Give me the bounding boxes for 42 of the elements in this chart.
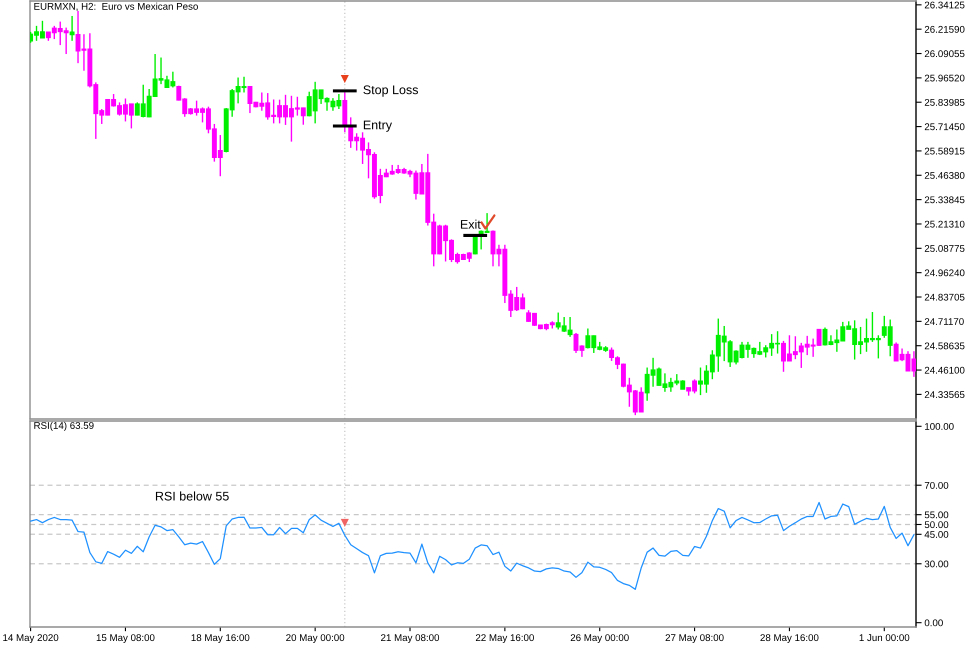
y-tick-label: 26.21590	[924, 26, 965, 33]
y-tick-label: 26.34125	[924, 2, 964, 8]
y-tick-label: 100.00	[925, 423, 954, 430]
y-tick-label: 25.96520	[924, 74, 965, 82]
y-tick-label: 25.08775	[924, 245, 964, 252]
y-tick-label: 25.71450	[924, 123, 965, 130]
line-series	[30, 502, 915, 590]
y-tick-label: 25.46380	[924, 172, 965, 179]
y-tick-label: 24.71170	[924, 318, 964, 325]
annotation: Entry	[364, 120, 392, 132]
y-tick-label: 0.00	[924, 619, 943, 626]
y-tick-label: 45.00	[924, 531, 948, 538]
y-tick-label: 24.83705	[924, 294, 964, 301]
y-tick-label: 70.00	[924, 482, 948, 489]
x-tick-label: 14 May 2020	[3, 634, 58, 644]
x-tick-label: 1 Jun 00:00	[860, 634, 910, 642]
y-tick-label: 25.21310	[924, 220, 965, 228]
x-tick-label: 21 May 08:00	[381, 634, 440, 644]
y-tick-label: 26.09055	[924, 50, 964, 58]
x-tick-label: 20 May 00:00	[286, 634, 344, 644]
y-tick-label: 50.00	[924, 521, 948, 528]
chart-title: EURMXN, H2: Euro vs Mexican Peso	[34, 2, 198, 11]
y-tick-label: 24.58635	[924, 342, 964, 350]
y-tick-label: 30.00	[924, 560, 948, 568]
x-tick-label: 22 May 16:00	[476, 634, 534, 644]
y-tick-label: 24.33565	[924, 391, 964, 398]
x-tick-label: 26 May 00:00	[570, 634, 629, 644]
chart-title: RSI(14) 63.59	[34, 422, 94, 431]
y-tick-label: 25.83985	[924, 98, 964, 106]
annotation: Exit	[460, 220, 481, 229]
x-tick-label: 28 May 16:00	[760, 634, 819, 644]
x-tick-label: 27 May 08:00	[666, 634, 724, 644]
x-tick-label: 18 May 16:00	[192, 634, 250, 644]
y-tick-label: 24.46100	[924, 366, 965, 374]
annotation: RSI below 55	[156, 491, 229, 501]
candlestick	[70, 15, 75, 42]
annotation: Stop Loss	[363, 85, 418, 97]
x-tick-label: 15 May 08:00	[96, 634, 155, 644]
y-tick-label: 55.00	[924, 511, 948, 518]
y-tick-label: 24.96240	[924, 269, 965, 276]
y-tick-label: 25.33845	[924, 196, 964, 204]
y-tick-label: 25.58915	[924, 148, 964, 155]
